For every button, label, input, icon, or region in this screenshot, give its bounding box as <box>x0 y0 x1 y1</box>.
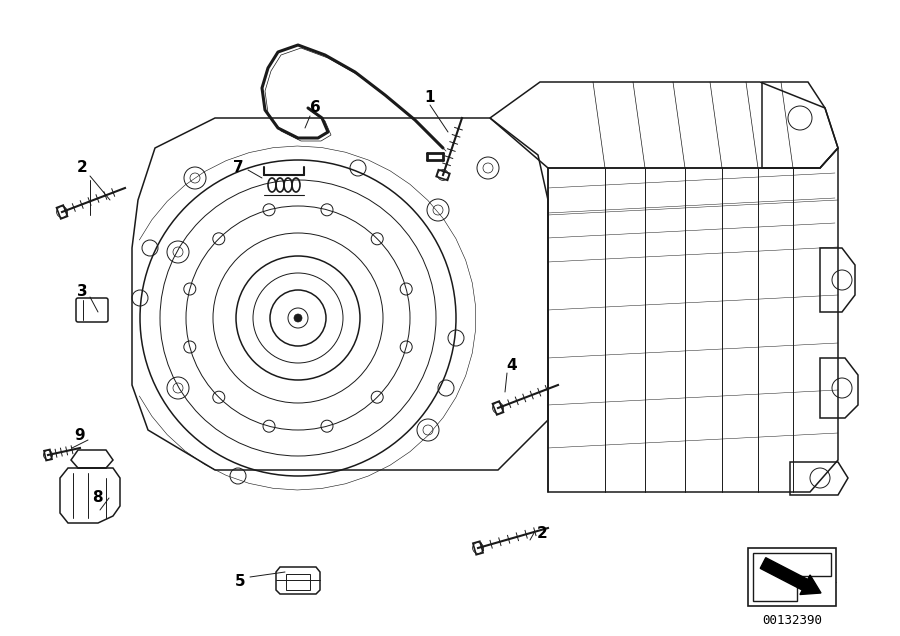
Text: 2: 2 <box>536 525 547 541</box>
Text: 4: 4 <box>507 357 517 373</box>
Text: 1: 1 <box>425 90 436 104</box>
Text: 2: 2 <box>76 160 87 176</box>
Text: 8: 8 <box>92 490 103 506</box>
Circle shape <box>294 314 302 322</box>
Text: 6: 6 <box>310 100 320 116</box>
Text: 00132390: 00132390 <box>762 614 822 626</box>
FancyArrow shape <box>760 558 821 595</box>
Text: 7: 7 <box>233 160 243 176</box>
Text: 3: 3 <box>76 284 87 300</box>
Text: 5: 5 <box>235 574 246 590</box>
Text: 9: 9 <box>75 427 86 443</box>
Bar <box>748 548 836 606</box>
